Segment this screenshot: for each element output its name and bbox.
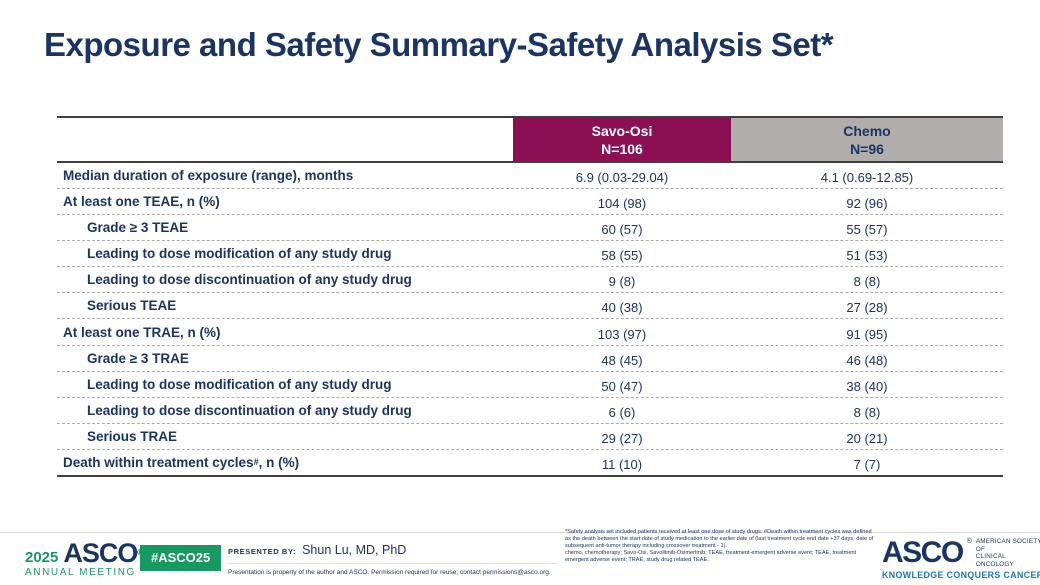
table-row: Grade ≥ 3 TEAE 60 (57) 55 (57) [57,215,1003,242]
cell-chemo: 4.1 (0.69-12.85) [820,170,914,186]
asco-society-logo: ASCO ® AMERICAN SOCIETY OF CLINICAL ONCOL… [882,536,1040,581]
cell-savo-osi: 6.9 (0.03-29.04) [575,170,669,186]
table-row: Grade ≥ 3 TRAE 48 (45) 46 (48) [57,346,1003,372]
row-label: Median duration of exposure (range), mon… [63,168,354,184]
col-header-savo-osi-name: Savo-Osi [591,122,653,139]
cell-savo-osi: 9 (8) [608,274,636,290]
asco-society-name: AMERICAN SOCIETY OF CLINICAL ONCOLOGY [975,538,1040,568]
row-label: At least one TRAE, n (%) [63,324,221,340]
slide-title: Exposure and Safety Summary-Safety Analy… [44,26,834,63]
cell-chemo: 7 (7) [853,456,881,472]
cell-savo-osi: 40 (38) [601,300,643,316]
cell-savo-osi: 11 (10) [601,456,643,472]
cell-chemo: 55 (57) [846,222,888,238]
table-row: Leading to dose modification of any stud… [57,372,1003,398]
summary-table: Savo-Osi N=106 Chemo N=96 Median duratio… [57,116,1003,477]
cell-chemo: 8 (8) [853,404,881,420]
abbreviations-text: chemo, chemotherapy; Savo-Osi, Savolitin… [565,550,857,563]
row-label: At least one TEAE, n (%) [63,194,220,210]
cell-chemo: 91 (95) [846,326,888,342]
col-header-chemo-name: Chemo [843,122,891,139]
cell-savo-osi: 29 (27) [601,430,643,446]
table-row: Median duration of exposure (range), mon… [57,163,1003,190]
row-label: Grade ≥ 3 TRAE [87,350,189,366]
row-label: Leading to dose discontinuation of any s… [87,402,412,418]
cell-savo-osi: 104 (98) [597,196,647,212]
cell-chemo: 27 (28) [846,300,888,316]
presented-by-block: PRESENTED BY: Shun Lu, MD, PhD Presentat… [228,543,558,576]
col-header-savo-osi: Savo-Osi N=106 [513,118,731,161]
table-row: Serious TRAE 29 (27) 20 (21) [57,424,1003,450]
presenter-name: Shun Lu, MD, PhD [302,543,407,557]
cell-chemo: 38 (40) [846,378,888,394]
row-label: Serious TRAE [87,428,178,444]
cell-chemo: 51 (53) [846,248,888,264]
table-row: At least one TEAE, n (%) 104 (98) 92 (96… [57,189,1003,216]
annual-meeting-year: 2025 [25,549,59,566]
asco-tagline: KNOWLEDGE CONQUERS CANCER [882,570,1040,580]
table-row: Leading to dose discontinuation of any s… [57,398,1003,424]
cell-chemo: 8 (8) [853,274,881,290]
cell-chemo: 92 (96) [846,196,888,212]
asco-annual-meeting-logo: 2025 ASCO® ANNUAL MEETING [25,540,143,579]
cell-savo-osi: 6 (6) [608,404,636,420]
row-label: Leading to dose discontinuation of any s… [87,272,412,288]
row-label: Death within treatment cycles #, n (%) [63,454,300,470]
annual-meeting-org: ASCO® [63,540,143,567]
col-header-blank [57,118,513,161]
table-row: At least one TRAE, n (%) 103 (97) 91 (95… [57,319,1003,346]
presented-by-label: PRESENTED BY: [228,547,297,556]
row-label: Leading to dose modification of any stud… [87,376,392,392]
cell-chemo: 46 (48) [846,352,888,368]
col-header-chemo: Chemo N=96 [731,118,1003,161]
col-header-savo-osi-n: N=106 [601,140,643,157]
footer-divider [0,532,1040,533]
cell-chemo: 20 (21) [846,430,888,446]
registered-mark-icon: ® [966,538,972,545]
asco25-hashtag-badge: #ASCO25 [140,545,222,571]
table-row: Serious TEAE 40 (38) 27 (28) [57,293,1003,320]
cell-savo-osi: 103 (97) [597,326,647,342]
table-header: Savo-Osi N=106 Chemo N=96 [57,118,1003,163]
row-label: Leading to dose modification of any stud… [87,246,392,262]
cell-savo-osi: 58 (55) [601,248,643,264]
annual-meeting-label: ANNUAL MEETING [25,567,136,578]
permission-text: Presentation is property of the author a… [228,569,551,576]
cell-savo-osi: 48 (45) [601,352,643,368]
footnotes-block: *Safety analysis set included patients r… [565,529,877,564]
table-row: Leading to dose modification of any stud… [57,241,1003,268]
row-label: Serious TEAE [87,298,177,314]
table-row: Death within treatment cycles #, n (%) 11… [57,450,1003,475]
row-label: Grade ≥ 3 TEAE [87,220,189,236]
col-header-chemo-n: N=96 [850,140,884,157]
table-body: Median duration of exposure (range), mon… [57,163,1003,475]
asco-logo-wordmark: ASCO [882,536,964,569]
footnote-text: *Safety analysis set included patients r… [565,529,874,549]
table-row: Leading to dose discontinuation of any s… [57,267,1003,294]
cell-savo-osi: 50 (47) [601,378,643,394]
cell-savo-osi: 60 (57) [601,222,643,238]
